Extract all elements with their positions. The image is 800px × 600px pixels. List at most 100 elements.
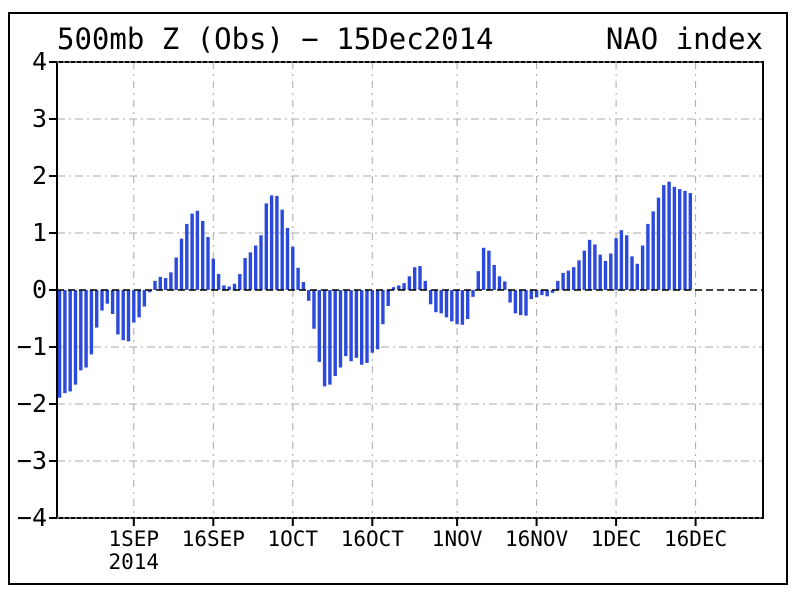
nao-bar [381,290,385,325]
nao-bar [497,276,502,290]
nao-bar [275,195,279,290]
nao-bar [322,290,327,387]
nao-bar [688,193,692,290]
nao-bar [428,290,433,305]
nao-bar [201,221,205,290]
nao-bar [158,276,162,290]
nao-bar [79,290,83,371]
nao-bar [285,227,290,290]
nao-bar [444,290,449,318]
x-axis-label: 1NOV [431,527,483,551]
nao-bar [116,290,120,335]
nao-bar [254,245,258,290]
nao-bar [216,274,221,290]
nao-bar [550,290,555,293]
nao-bar [328,290,332,385]
nao-bar [148,290,152,293]
nao-bar [296,267,300,290]
nao-bar [418,266,422,290]
title-row: 500mb Z (Obs) − 15Dec2014 NAO index [57,22,763,56]
nao-bar [476,271,480,290]
nao-bar [269,195,274,290]
y-axis-label: 4 [31,47,47,76]
nao-bar [667,181,671,290]
nao-bar [572,267,576,290]
nao-bar [73,290,78,385]
nao-bar [375,290,380,350]
nao-bar [640,245,645,290]
nao-bar [344,290,348,357]
nao-bar [307,290,311,301]
nao-bar [153,280,157,290]
y-axis-label: −1 [16,332,47,361]
chart-title-left: 500mb Z (Obs) − 15Dec2014 [57,22,494,56]
nao-bar [391,287,396,290]
nao-bar [174,257,178,290]
y-axis-label: 1 [31,218,47,247]
nao-bar [614,238,618,290]
nao-bar [333,290,337,377]
x-axis-label: 1DEC [590,527,642,551]
nao-bar [354,290,359,358]
nao-bar [142,290,147,307]
figure-border [8,12,788,585]
x-axis-label: 16DEC [663,527,728,551]
nao-bar [259,235,263,290]
nao-bar [100,290,104,311]
nao-bar [360,290,364,365]
y-axis-label: 0 [31,275,47,304]
nao-bar [609,253,613,290]
x-axis-label: 16NOV [504,527,569,551]
nao-bar [529,290,533,300]
nao-bar [635,263,639,290]
nao-bar [190,213,194,290]
nao-bar [132,290,136,323]
nao-bar [656,197,661,290]
nao-bar [338,290,343,368]
nao-bar [423,280,427,290]
nao-bar [68,290,72,392]
nao-bar [625,235,629,290]
nao-bar [95,290,99,328]
nao-bar [561,272,565,290]
nao-bar [317,290,321,362]
nao-bar [513,290,518,314]
nao-bar [672,186,677,290]
nao-bar [598,254,602,290]
nao-bar [280,209,284,290]
nao-bar [312,290,316,329]
nao-bar [577,260,581,290]
nao-bar [291,246,295,290]
nao-bar [232,283,237,290]
x-axis-label: 1SEP [108,527,160,551]
nao-bar [450,290,454,322]
nao-bar [169,272,173,290]
nao-bar [349,290,353,362]
nao-bar [434,290,438,313]
nao-bar [238,274,242,290]
nao-bar [227,286,231,290]
nao-bar [264,203,268,290]
nao-bar [540,290,544,296]
nao-bar [460,290,465,325]
y-axis-label: 3 [31,104,47,133]
nao-bar [471,290,475,297]
nao-bar [603,260,608,290]
nao-bar [402,283,406,290]
chart-title-right: NAO index [605,22,763,56]
nao-bar [455,290,459,325]
nao-bar [370,290,374,353]
nao-bar [105,290,109,304]
nao-bar [630,256,634,290]
nao-bar [121,290,125,341]
y-axis-label: 2 [31,161,47,190]
nao-bar [662,185,666,290]
nao-bar [582,250,586,290]
nao-bar [110,290,115,314]
nao-bar [556,280,560,290]
nao-bar [195,210,200,290]
nao-bar [487,250,491,290]
x-axis-label: 16OCT [340,527,404,551]
nao-bar [503,281,507,290]
